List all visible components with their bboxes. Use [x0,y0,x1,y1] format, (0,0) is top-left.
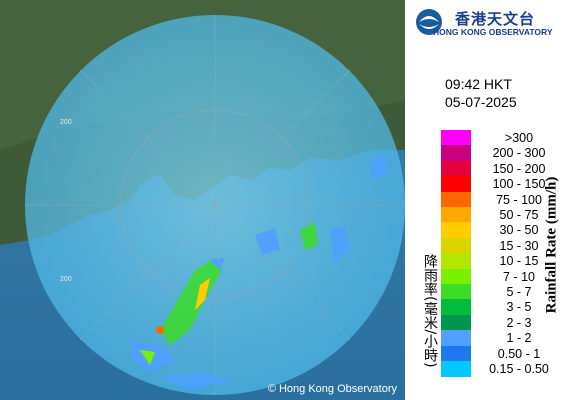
legend-swatch [441,299,471,316]
side-panel: 香港天文台 HONG KONG OBSERVATORY 09:42 HKT 05… [405,0,577,400]
legend-swatch [441,160,471,177]
legend-item: 200 - 300 [441,145,577,162]
legend-label: 75 - 100 [496,192,542,207]
legend-swatch [441,222,471,239]
legend-swatch [441,361,471,377]
legend-item: 2 - 3 [441,314,577,331]
ring-label: 200 [60,119,72,126]
legend-item: 50 - 75 [441,207,577,223]
legend-swatch [441,207,471,223]
legend-item: 30 - 50 [441,222,577,239]
legend-swatch [441,130,471,146]
date: 05-07-2025 [445,94,517,110]
ring-label: 200 [60,276,72,283]
legend-item: >300 [441,130,577,146]
legend-label: >300 [504,131,534,145]
legend-label: 50 - 75 [499,208,539,222]
legend-swatch [441,268,471,285]
legend-item: 7 - 10 [441,268,577,285]
radial-line [79,69,351,341]
legend-item: 3 - 5 [441,299,577,316]
legend-label: 10 - 15 [499,254,539,269]
legend-swatch [441,345,471,362]
time: 09:42 HKT [445,76,512,92]
radar-map: 200 200 © Hong Kong Observatory [0,0,405,400]
legend-label: 1 - 2 [506,331,532,346]
legend-swatch [441,237,471,254]
legend-item: 100 - 150 [441,176,577,193]
legend-label: 15 - 30 [499,238,539,253]
legend-item: 75 - 100 [441,191,577,208]
logo-english: HONG KONG OBSERVATORY [433,27,553,37]
legend-swatch [441,330,471,347]
legend-label: 5 - 7 [506,285,532,299]
legend-label: 7 - 10 [503,269,535,284]
legend-label: 30 - 50 [499,223,539,238]
copyright: © Hong Kong Observatory [268,383,398,395]
legend-item: 15 - 30 [441,237,577,254]
legend-item: 0.50 - 1 [441,345,577,362]
legend-item: 1 - 2 [441,330,577,347]
legend-label: 150 - 200 [492,161,546,176]
logo-chinese: 香港天文台 [455,10,536,28]
legend-item: 5 - 7 [441,284,577,300]
legend-swatch [441,284,471,300]
legend-label: 0.50 - 1 [497,346,541,361]
legend-label: 200 - 300 [492,146,546,161]
rain-echoes [130,155,388,390]
legend-swatch [441,314,471,331]
legend-label: 3 - 5 [506,300,532,315]
legend-title-chinese: 降雨率(毫米/小時) [422,254,438,368]
legend-swatch [441,253,471,270]
logo-icon [416,9,442,35]
legend-label: 0.15 - 0.50 [489,362,549,376]
legend-label: 2 - 3 [506,315,532,330]
legend-item: 10 - 15 [441,253,577,270]
legend-swatch [441,191,471,208]
legend-swatch [441,145,471,162]
legend-item: 150 - 200 [441,160,577,177]
legend-item: 0.15 - 0.50 [441,361,577,377]
legend-swatch [441,176,471,193]
legend-label: 100 - 150 [492,177,546,192]
